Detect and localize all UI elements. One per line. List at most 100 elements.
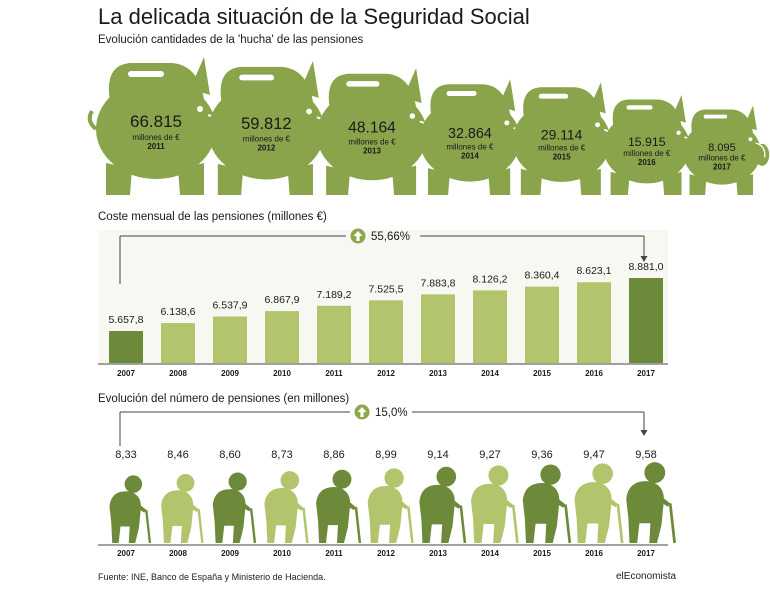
count-year-label: 2010 bbox=[273, 549, 291, 558]
count-value-label: 8,46 bbox=[167, 449, 188, 461]
piggy-eye bbox=[409, 113, 416, 119]
pensioner-body bbox=[212, 489, 246, 543]
count-year-label: 2014 bbox=[481, 549, 499, 558]
pensioner-cane bbox=[511, 504, 519, 544]
count-value-label: 8,73 bbox=[271, 449, 292, 461]
pensioner-head bbox=[124, 475, 143, 493]
fund-year-label: 2014 bbox=[461, 151, 479, 160]
cost-bar bbox=[473, 290, 507, 363]
pensioner-body bbox=[264, 488, 298, 543]
page-title: La delicada situación de la Seguridad So… bbox=[98, 4, 530, 29]
pensioner-figure bbox=[367, 468, 414, 544]
piggy-back bbox=[220, 66, 313, 104]
piggy-tail bbox=[87, 109, 98, 131]
piggy-back bbox=[328, 73, 417, 109]
pensioner-head bbox=[436, 466, 457, 487]
pensioner-figure bbox=[471, 465, 519, 544]
pensioner-head bbox=[332, 469, 352, 489]
pensioner-cane bbox=[145, 509, 152, 544]
pensioner-head bbox=[592, 463, 613, 484]
count-subtitle: Evolución del número de pensiones (en mi… bbox=[98, 393, 350, 405]
piggy-body bbox=[316, 88, 428, 181]
pensioner-body bbox=[471, 483, 508, 543]
piggy-body bbox=[603, 111, 691, 184]
piggy-body bbox=[512, 100, 611, 182]
count-value-label: 9,14 bbox=[427, 449, 448, 461]
cost-value-label: 6.138,6 bbox=[160, 306, 195, 318]
piggy-coin-slot bbox=[239, 74, 275, 81]
fund-value-label: 66.815 bbox=[130, 112, 182, 131]
pensioner-figure bbox=[522, 464, 572, 544]
cost-bar bbox=[629, 278, 663, 363]
pensioner-arm bbox=[343, 499, 356, 511]
cost-year-label: 2010 bbox=[273, 369, 291, 378]
cost-year-label: 2014 bbox=[481, 369, 499, 378]
pensioner-body bbox=[522, 482, 560, 543]
cost-year-label: 2011 bbox=[325, 369, 343, 378]
pensioner-arm bbox=[657, 494, 671, 507]
fund-unit-label: millones de € bbox=[538, 144, 586, 153]
cost-value-label: 8.360,4 bbox=[524, 270, 559, 282]
piggy-tail bbox=[412, 123, 421, 141]
count-value-label: 8,60 bbox=[219, 449, 240, 461]
piggy-tail bbox=[597, 133, 605, 149]
cost-value-label: 7.525,5 bbox=[368, 283, 403, 295]
piggy-ear bbox=[671, 95, 686, 123]
count-year-label: 2008 bbox=[169, 549, 187, 558]
cost-year-label: 2013 bbox=[429, 369, 447, 378]
cost-subtitle: Coste mensual de las pensiones (millones… bbox=[98, 211, 327, 223]
cost-bar bbox=[421, 294, 455, 363]
fund-unit-label: millones de € bbox=[698, 153, 746, 162]
pensioner-body bbox=[574, 482, 612, 543]
cost-value-label: 8.623,1 bbox=[576, 265, 611, 277]
cost-value-label: 6.537,9 bbox=[212, 300, 247, 312]
cost-arrow-head bbox=[640, 256, 648, 262]
cost-value-label: 6.867,9 bbox=[264, 294, 299, 306]
count-arrow-head bbox=[640, 430, 648, 436]
pensioner-head bbox=[176, 474, 195, 492]
cost-bar bbox=[161, 323, 195, 363]
brand-logo: elEconomista bbox=[616, 571, 677, 582]
piggy-back bbox=[108, 63, 204, 101]
pensioner-arm bbox=[396, 498, 409, 510]
cost-bar bbox=[525, 286, 559, 363]
piggy-snout bbox=[754, 143, 770, 166]
fund-unit-label: millones de € bbox=[446, 142, 494, 151]
fund-value-label: 8.095 bbox=[708, 142, 736, 154]
pensioner-arm bbox=[448, 497, 461, 509]
fund-unit-label: millones de € bbox=[623, 149, 671, 158]
piggy-tail bbox=[677, 139, 684, 154]
piggy-coin-slot bbox=[703, 114, 728, 119]
piggy-coin-slot bbox=[128, 71, 164, 77]
pensioner-cane bbox=[459, 505, 467, 544]
piggy-ear bbox=[498, 79, 516, 112]
cost-value-label: 7.189,2 bbox=[316, 289, 351, 301]
cost-bar bbox=[317, 305, 351, 363]
cost-bar bbox=[265, 311, 299, 363]
piggy-bank bbox=[200, 61, 338, 195]
piggy-ear bbox=[743, 105, 757, 131]
piggy-back bbox=[430, 84, 511, 117]
piggy-bank bbox=[677, 105, 770, 196]
pensioner-body bbox=[419, 484, 455, 543]
fund-year-label: 2013 bbox=[363, 147, 381, 156]
count-value-label: 9,47 bbox=[583, 449, 604, 461]
fund-year-label: 2015 bbox=[553, 153, 571, 162]
pensioner-figure bbox=[212, 472, 257, 544]
piggy-eye bbox=[306, 108, 313, 115]
fund-subtitle: Evolución cantidades de la 'hucha' de la… bbox=[98, 34, 364, 46]
source-note: Fuente: INE, Banco de España y Ministeri… bbox=[98, 572, 326, 582]
fund-year-label: 2017 bbox=[713, 162, 731, 171]
pensioner-cane bbox=[564, 504, 572, 544]
cost-year-label: 2016 bbox=[585, 369, 603, 378]
pensioner-arm bbox=[135, 502, 147, 513]
pensioner-cane bbox=[302, 507, 309, 544]
cost-bar bbox=[577, 282, 611, 363]
fund-year-label: 2012 bbox=[257, 144, 275, 153]
pensioner-cane bbox=[197, 509, 204, 544]
pensioner-arm bbox=[552, 495, 566, 508]
pensioner-arm bbox=[187, 501, 199, 513]
piggy-coin-slot bbox=[538, 93, 569, 99]
piggy-body bbox=[419, 97, 521, 182]
